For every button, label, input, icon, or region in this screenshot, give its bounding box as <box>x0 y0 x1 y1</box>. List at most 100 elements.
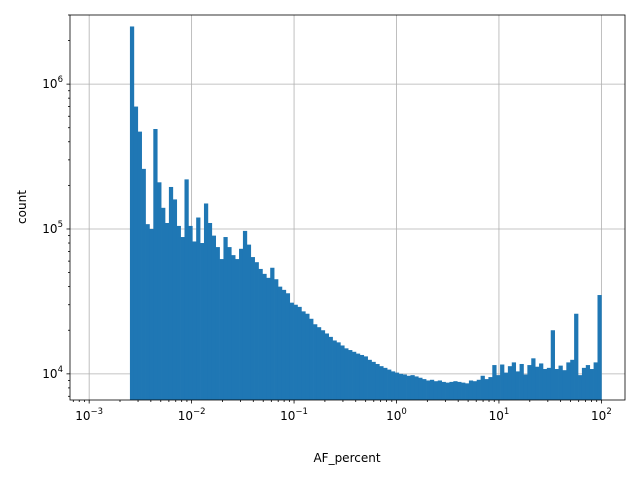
histogram-bar <box>550 330 555 400</box>
histogram-bar <box>387 369 392 400</box>
histogram-bar <box>496 375 501 400</box>
histogram-bar <box>258 268 263 400</box>
histogram-bar <box>394 372 400 400</box>
histogram-bar <box>200 243 205 400</box>
histogram-bar <box>457 381 462 400</box>
histogram-bar <box>313 324 318 400</box>
histogram-bar <box>266 277 271 400</box>
x-tick-label-0: 10−3 <box>75 407 103 423</box>
histogram-bar <box>196 217 201 400</box>
histogram-bar <box>480 375 485 400</box>
histogram-bar <box>539 363 544 400</box>
histogram-bar <box>441 381 446 400</box>
histogram-bar <box>383 367 388 400</box>
x-tick-label-2: 10−1 <box>280 407 308 423</box>
histogram-bar <box>207 222 213 400</box>
histogram-bar <box>527 365 532 400</box>
histogram-bar <box>340 345 345 400</box>
histogram-bar <box>355 353 361 400</box>
histogram-bar <box>597 295 602 400</box>
histogram-bar <box>426 380 431 400</box>
histogram-bar <box>235 259 240 400</box>
histogram-bar <box>141 168 146 400</box>
histogram-bar <box>542 369 548 400</box>
histogram-bar <box>492 365 497 400</box>
histogram-bar <box>219 259 224 400</box>
histogram-bar <box>324 333 329 400</box>
histogram-bar <box>246 244 252 400</box>
histogram-bar <box>289 302 294 400</box>
histogram-bar <box>503 372 509 400</box>
y-tick-label-2: 106 <box>42 75 63 91</box>
histogram-bar <box>371 361 376 400</box>
histogram-bar <box>281 289 287 400</box>
histogram-bar <box>231 255 236 400</box>
histogram-bar <box>554 369 559 400</box>
histogram-bar <box>429 379 435 400</box>
histogram-bar <box>437 380 442 400</box>
histogram-bar <box>359 354 365 400</box>
histogram-bar <box>297 306 302 400</box>
histogram-bar <box>589 369 594 400</box>
histogram-bar <box>316 327 322 400</box>
x-tick-label-4: 101 <box>489 407 510 423</box>
histogram-bar <box>176 225 181 400</box>
histogram-bar <box>344 348 349 400</box>
histogram-bar <box>168 186 174 400</box>
plot-frame <box>69 14 626 401</box>
histogram-bar <box>305 313 310 400</box>
histogram-bar <box>277 286 283 400</box>
histogram-bar <box>180 237 185 400</box>
histogram-bar <box>461 382 466 400</box>
histogram-bar <box>566 362 571 400</box>
histogram-bar <box>227 247 232 400</box>
histogram-bar <box>157 182 162 400</box>
histogram-bar <box>449 381 454 400</box>
histogram-bar <box>445 382 450 400</box>
histogram-bar <box>507 366 513 400</box>
histogram-bar <box>570 359 575 400</box>
histogram-bar <box>375 363 380 400</box>
histogram-bar <box>546 367 552 400</box>
histogram-bar <box>390 371 396 400</box>
histogram-bar <box>274 279 279 400</box>
histogram-bar <box>472 381 478 400</box>
histogram-bar <box>585 365 591 400</box>
histogram-bar <box>262 273 267 400</box>
histogram-bar <box>562 370 567 400</box>
histogram-bar <box>418 377 423 400</box>
histogram-bar <box>215 247 220 400</box>
histogram-bar <box>161 207 166 400</box>
histogram-bar <box>414 376 419 400</box>
histogram-bar <box>336 342 341 400</box>
histogram-bar <box>531 358 536 400</box>
histogram-bar <box>410 375 415 400</box>
histogram-bar <box>352 351 357 400</box>
histogram-bar <box>500 364 505 400</box>
histogram-bar <box>379 366 384 400</box>
histogram-bar <box>332 340 337 400</box>
histogram-bar <box>348 350 353 400</box>
histogram-bar <box>402 374 407 400</box>
histogram-bar <box>250 257 255 400</box>
histogram-bar <box>254 262 259 400</box>
histogram-bar <box>511 362 517 400</box>
histogram-bar <box>145 224 150 400</box>
histogram-bar <box>488 377 493 400</box>
histogram-bar <box>363 356 368 400</box>
histogram-bar <box>519 363 524 400</box>
histogram-bar <box>574 313 579 400</box>
histogram-bar <box>293 304 298 400</box>
histogram-bar <box>203 203 209 400</box>
y-axis-label: count <box>15 190 29 224</box>
histogram-bar <box>468 380 474 400</box>
histogram-bar <box>184 179 189 400</box>
histogram-bar <box>406 375 411 400</box>
histogram-bar <box>367 359 372 400</box>
histogram-bar <box>581 367 587 400</box>
y-tick-label-1: 105 <box>42 220 63 236</box>
histogram-bar <box>320 330 326 400</box>
histogram-bar <box>165 222 170 400</box>
histogram-bar <box>192 241 197 400</box>
